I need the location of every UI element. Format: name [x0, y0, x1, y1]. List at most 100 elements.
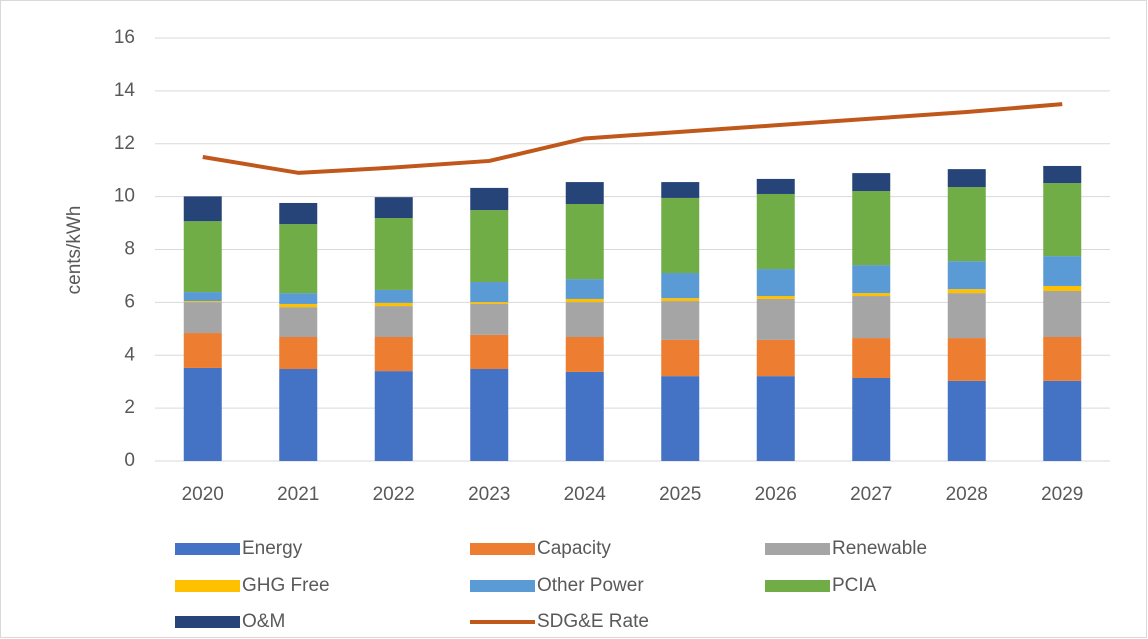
bar-segment: [1043, 256, 1082, 286]
bar-segment: [565, 337, 604, 372]
bar-segment: [661, 376, 700, 461]
bar-segment: [947, 338, 986, 381]
bar-segment: [565, 279, 604, 299]
x-tick-label: 2023: [468, 484, 510, 505]
bar-segment: [279, 337, 318, 369]
legend-label: Other Power: [537, 575, 644, 596]
bar-segment: [852, 293, 891, 297]
x-tick-label: 2024: [564, 484, 607, 505]
bar-segment: [470, 368, 509, 461]
bar-segment: [565, 182, 604, 205]
line-series: [202, 102, 1063, 175]
bar-segment: [565, 204, 604, 280]
bar-segment: [183, 221, 222, 293]
bar-segment: [470, 210, 509, 283]
bar-segment: [661, 182, 700, 198]
y-tick-label: 0: [124, 450, 135, 471]
bar-segment: [852, 191, 891, 266]
bar-segment: [470, 187, 509, 211]
bar-segment: [756, 193, 795, 270]
bar-segment: [374, 289, 413, 303]
legend-label: O&M: [242, 611, 285, 632]
bar-segment: [1043, 337, 1082, 381]
bar-segment: [279, 368, 318, 461]
bar-segment: [756, 296, 795, 299]
legend-swatch: [470, 543, 535, 555]
y-tick-label: 12: [114, 133, 135, 154]
bar-segment: [183, 301, 222, 303]
bar-segment: [947, 187, 986, 262]
bar-segment: [1043, 285, 1082, 292]
y-tick-label: 4: [124, 344, 135, 365]
bar-segment: [183, 367, 222, 461]
x-tick-label: 2025: [659, 484, 701, 505]
y-tick-label: 14: [114, 80, 136, 101]
bar-segment: [852, 296, 891, 339]
bar-segment: [279, 224, 318, 294]
x-tick-label: 2021: [277, 484, 319, 505]
legend-label: Capacity: [537, 538, 611, 559]
bar-segment: [756, 298, 795, 340]
bar-segment: [565, 302, 604, 338]
bar-segment: [374, 306, 413, 338]
legend-swatch: [765, 543, 830, 555]
bar-segment: [756, 269, 795, 297]
y-axis-label: cents/kWh: [64, 206, 85, 295]
legend-label: GHG Free: [242, 575, 330, 596]
bar-segment: [374, 371, 413, 461]
x-tick-label: 2020: [182, 484, 224, 505]
legend-label: Energy: [242, 538, 303, 559]
y-tick-label: 16: [114, 27, 135, 48]
bar-segment: [756, 339, 795, 377]
bar-segment: [470, 302, 509, 304]
y-tick-label: 2: [124, 397, 135, 418]
bar-segment: [852, 173, 891, 192]
bar-segment: [183, 302, 222, 334]
legend-swatch: [765, 580, 830, 592]
bar-segment: [565, 298, 604, 303]
x-tick-label: 2028: [946, 484, 988, 505]
bar-segment: [565, 371, 604, 461]
bar-segment: [661, 197, 700, 274]
bar-segment: [279, 307, 318, 338]
bar-segment: [852, 338, 891, 378]
legend-label: SDG&E Rate: [537, 611, 649, 632]
bar-segment: [374, 197, 413, 219]
bar-segment: [183, 333, 222, 368]
y-tick-label: 8: [124, 239, 135, 260]
bar-segment: [374, 337, 413, 372]
bar-segment: [756, 376, 795, 461]
bar-segment: [661, 298, 700, 302]
bar-segment: [947, 380, 986, 461]
legend-swatch: [175, 580, 240, 592]
y-tick-label: 10: [114, 186, 135, 207]
bar-segment: [183, 292, 222, 302]
legend-swatch: [175, 616, 240, 628]
x-tick-label: 2027: [850, 484, 892, 505]
legend-label: Renewable: [832, 538, 927, 559]
bar-segment: [947, 293, 986, 339]
bar-segment: [183, 196, 222, 222]
bar-segment: [947, 169, 986, 188]
x-tick-label: 2029: [1041, 484, 1083, 505]
bar-segment: [756, 178, 795, 194]
bar-segment: [947, 289, 986, 294]
bar-segment: [852, 265, 891, 294]
bar-segment: [947, 261, 986, 290]
y-tick-label: 6: [124, 291, 135, 312]
bar-segment: [374, 302, 413, 307]
legend-swatch: [175, 543, 240, 555]
bar-segment: [374, 218, 413, 290]
bar-segment: [1043, 380, 1082, 461]
x-tick-label: 2022: [373, 484, 415, 505]
bar-segment: [661, 339, 700, 377]
bar-segment: [852, 377, 891, 461]
bar-segment: [470, 303, 509, 335]
bar-segment: [470, 334, 509, 369]
bar-segment: [470, 282, 509, 303]
bar-segment: [661, 301, 700, 340]
bar-segment: [1043, 183, 1082, 257]
bar-segment: [279, 303, 318, 308]
legend-swatch: [470, 580, 535, 592]
